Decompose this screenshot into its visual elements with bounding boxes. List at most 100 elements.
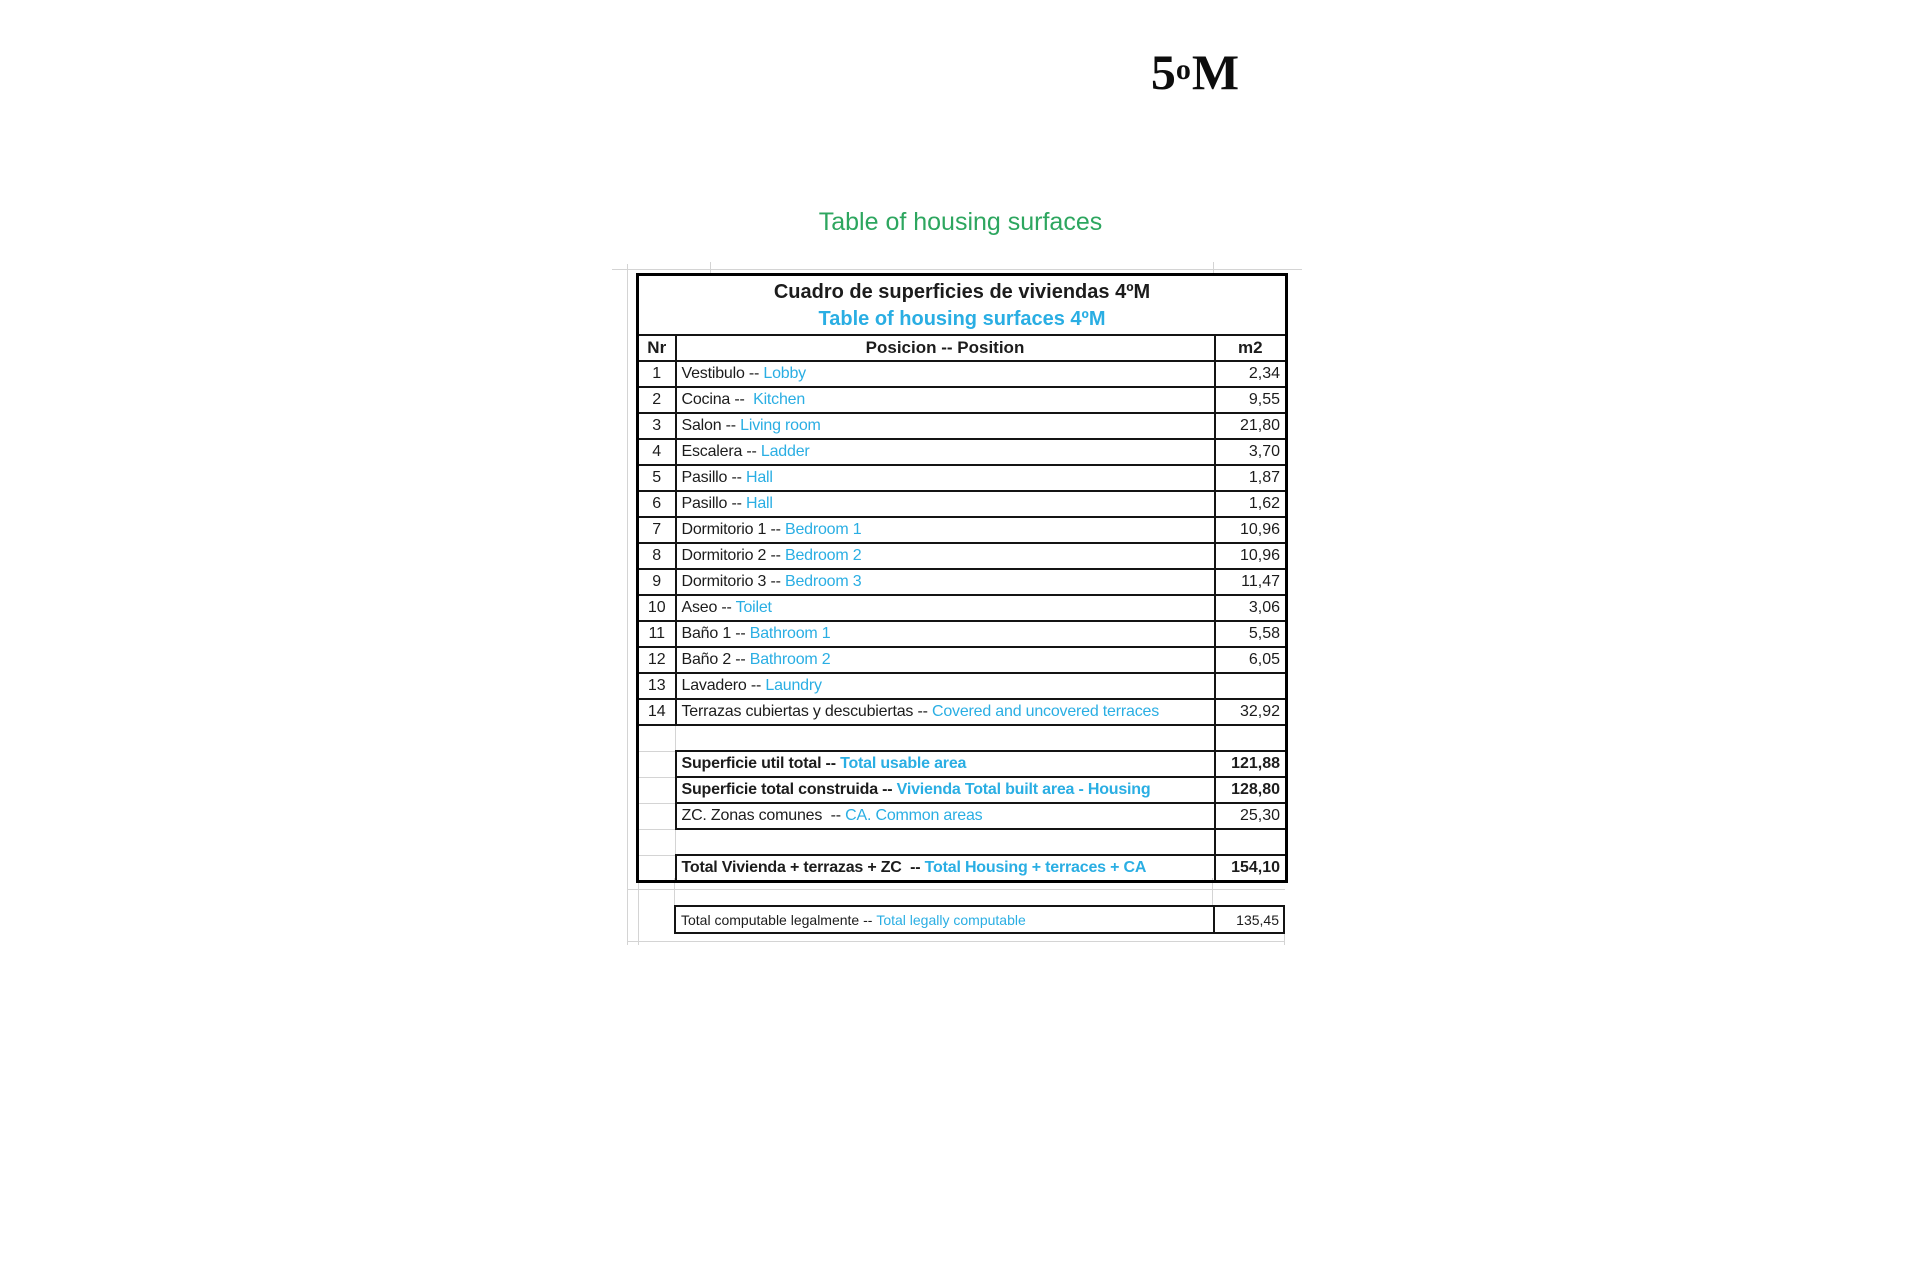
position-en: Lobby [763, 365, 806, 382]
position-es: Dormitorio 1 -- [681, 521, 785, 538]
cell-area: 128,80 [1213, 776, 1288, 804]
cell-position: Baño 1 -- Bathroom 1 [674, 620, 1216, 648]
position-es: Vestibulo -- [681, 365, 764, 382]
table-title-cell: Cuadro de superficies de viviendas 4ºM T… [636, 273, 1288, 336]
col-header-m2: m2 [1213, 334, 1288, 362]
cell-nr-empty [637, 854, 676, 882]
cell-position-empty [675, 828, 1216, 856]
unit-title-suffix: M [1191, 44, 1240, 101]
total-row-built: Superficie total construida -- Vivienda … [637, 776, 1288, 804]
cell-nr: 13 [636, 672, 677, 700]
table-title-en: Table of housing surfaces 4ºM [818, 308, 1106, 330]
table-row: 6 Pasillo -- Hall 1,62 [636, 490, 1288, 518]
cell-nr: 12 [636, 646, 677, 674]
position-en: Hall [745, 469, 773, 486]
position-es: Total Vivienda + terrazas + ZC -- [681, 858, 925, 876]
cell-area: 1,87 [1213, 464, 1288, 492]
cell-area: 10,96 [1213, 516, 1288, 544]
cell-area: 11,47 [1213, 568, 1288, 596]
table-row: 9 Dormitorio 3 -- Bedroom 3 11,47 [636, 568, 1288, 596]
cell-area: 1,62 [1213, 490, 1288, 518]
spreadsheet-gridline [627, 264, 628, 945]
table-title-es: Cuadro de superficies de viviendas 4ºM [773, 281, 1151, 303]
cell-area: 121,88 [1213, 750, 1288, 778]
cell-nr-empty [637, 776, 676, 804]
spreadsheet-gridline [710, 262, 711, 273]
position-en: Total Housing + terraces + CA [924, 858, 1147, 876]
position-en: Vivienda Total built area - Housing [896, 781, 1151, 798]
cell-area: 3,06 [1213, 594, 1288, 622]
spreadsheet-gridline [612, 269, 1302, 270]
position-en: CA. Common areas [845, 807, 983, 824]
cell-area: 6,05 [1213, 646, 1288, 674]
page-heading: Table of housing surfaces [818, 208, 1103, 236]
cell-area: 9,55 [1213, 386, 1288, 414]
cell-position: Pasillo -- Hall [674, 464, 1216, 492]
cell-position: Dormitorio 3 -- Bedroom 3 [674, 568, 1216, 596]
position-en: Laundry [765, 677, 822, 694]
position-es: Cocina -- [681, 391, 754, 408]
position-en: Total usable area [840, 755, 967, 772]
table-title-row: Cuadro de superficies de viviendas 4ºM T… [636, 273, 1288, 336]
cell-nr: 14 [636, 698, 677, 726]
cell-area: 154,10 [1213, 854, 1288, 882]
position-en: Living room [740, 417, 821, 434]
cell-area-empty [1213, 724, 1288, 752]
position-es: Aseo -- [681, 599, 736, 616]
spreadsheet-gridline [1284, 934, 1285, 945]
cell-nr: 2 [636, 386, 677, 414]
cell-nr: 8 [636, 542, 677, 570]
position-en: Bedroom 3 [784, 573, 862, 590]
position-es: Baño 1 -- [681, 625, 750, 642]
position-en: Total legally computable [876, 911, 1026, 928]
table-row: 7 Dormitorio 1 -- Bedroom 1 10,96 [636, 516, 1288, 544]
cell-position: Pasillo -- Hall [674, 490, 1216, 518]
table-row: 3 Salon -- Living room 21,80 [636, 412, 1288, 440]
spreadsheet-gridline [638, 878, 639, 945]
cell-position: Terrazas cubiertas y descubiertas -- Cov… [674, 698, 1216, 726]
cell-position: Superficie util total -- Total usable ar… [674, 750, 1216, 778]
cell-area: 2,34 [1213, 360, 1288, 388]
cell-position-empty [675, 724, 1216, 752]
col-header-position: Posicion -- Position [674, 334, 1216, 362]
cell-position: Superficie total construida -- Vivienda … [674, 776, 1216, 804]
cell-nr: 3 [636, 412, 677, 440]
position-es: Baño 2 -- [681, 651, 750, 668]
cell-area: 25,30 [1213, 802, 1288, 830]
cell-position: Total Vivienda + terrazas + ZC -- Total … [674, 854, 1216, 882]
table-row: 14 Terrazas cubiertas y descubiertas -- … [636, 698, 1288, 726]
total-row-common-areas: ZC. Zonas comunes -- CA. Common areas 25… [637, 802, 1288, 830]
position-es: Escalera -- [681, 443, 761, 460]
table-row: 4 Escalera -- Ladder 3,70 [636, 438, 1288, 466]
table-row: 1 Vestibulo -- Lobby 2,34 [636, 360, 1288, 388]
cell-nr: 5 [636, 464, 677, 492]
position-en: Bedroom 1 [784, 521, 862, 538]
cell-nr: 4 [636, 438, 677, 466]
legal-total-row: Total computable legalmente -- Total leg… [674, 905, 1285, 934]
position-en: Bedroom 2 [784, 547, 862, 564]
cell-position: Escalera -- Ladder [674, 438, 1216, 466]
position-es: Pasillo -- [681, 495, 746, 512]
position-en: Covered and uncovered terraces [931, 703, 1160, 720]
cell-area: 3,70 [1213, 438, 1288, 466]
position-es: Terrazas cubiertas y descubiertas -- [681, 703, 932, 720]
cell-position: Aseo -- Toilet [674, 594, 1216, 622]
cell-area: 32,92 [1213, 698, 1288, 726]
position-es: Dormitorio 3 -- [681, 573, 785, 590]
cell-nr: 10 [636, 594, 677, 622]
legal-total-value: 135,45 [1213, 907, 1283, 932]
table-row: 2 Cocina -- Kitchen 9,55 [636, 386, 1288, 414]
cell-position: Vestibulo -- Lobby [674, 360, 1216, 388]
spacer-row [637, 724, 1288, 752]
legal-total-label: Total computable legalmente -- Total leg… [676, 907, 1213, 932]
position-es: Salon -- [681, 417, 741, 434]
position-es: Total computable legalmente -- [681, 911, 877, 928]
position-en: Ladder [760, 443, 810, 460]
cell-position: Baño 2 -- Bathroom 2 [674, 646, 1216, 674]
cell-nr: 1 [636, 360, 677, 388]
position-es: ZC. Zonas comunes -- [681, 807, 846, 824]
cell-position: Dormitorio 1 -- Bedroom 1 [674, 516, 1216, 544]
position-en: Bathroom 2 [749, 651, 831, 668]
cell-nr: 6 [636, 490, 677, 518]
